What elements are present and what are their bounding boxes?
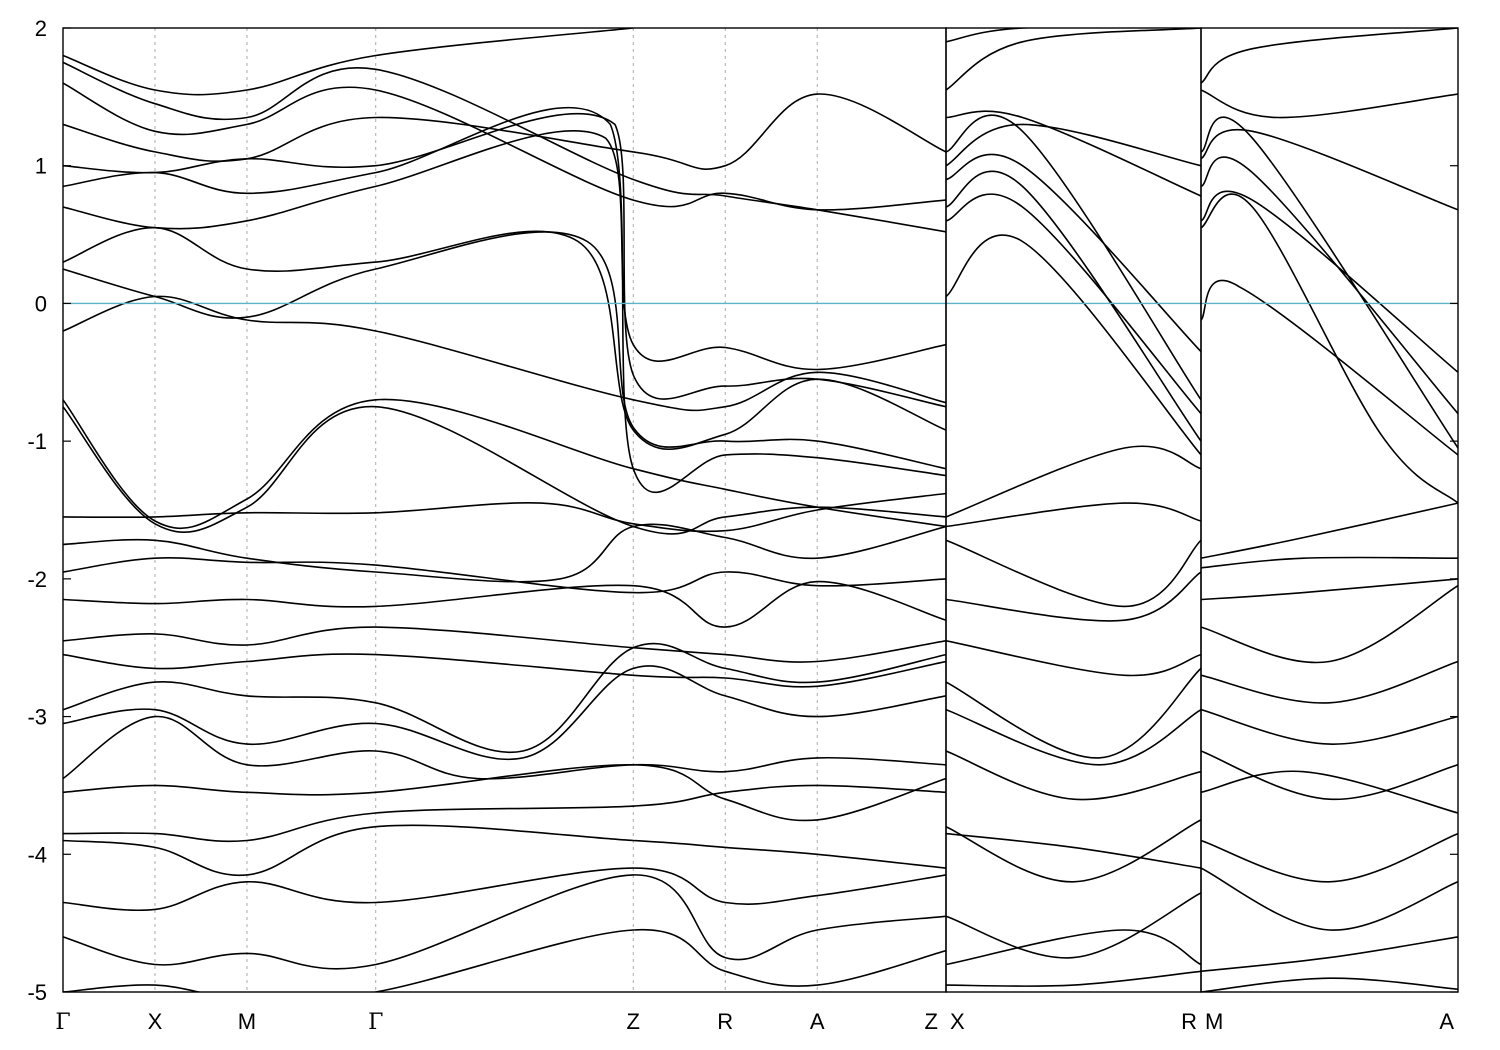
band-line xyxy=(63,106,946,494)
kpoint-label: M xyxy=(238,1009,256,1034)
band-line xyxy=(1201,770,1458,814)
band-line xyxy=(63,231,946,470)
band-line xyxy=(946,234,1201,456)
band-line xyxy=(63,398,946,530)
bands-layer xyxy=(63,28,1458,992)
band-line xyxy=(946,892,1201,959)
band-line xyxy=(1201,190,1458,373)
band-line xyxy=(63,642,946,754)
band-line xyxy=(63,626,946,663)
frames-layer xyxy=(62,27,1459,993)
band-line xyxy=(946,170,1201,442)
panel-3-frame xyxy=(1200,27,1459,993)
band-line xyxy=(946,28,1201,43)
band-line xyxy=(1201,116,1458,449)
band-line xyxy=(63,824,946,877)
band-line xyxy=(1201,708,1458,745)
y-tick-label: -5 xyxy=(27,980,47,1005)
band-line xyxy=(1201,585,1458,664)
kpoint-label: Γ xyxy=(368,1010,383,1035)
band-line xyxy=(63,867,946,912)
band-line xyxy=(946,819,1201,883)
kpoint-label: A xyxy=(810,1009,825,1034)
band-line xyxy=(63,82,946,211)
band-line xyxy=(946,110,1201,197)
kpoint-label: Z xyxy=(925,1009,938,1034)
band-line xyxy=(1201,936,1458,973)
band-line xyxy=(946,571,1201,622)
band-line xyxy=(946,708,1201,766)
band-line xyxy=(1201,556,1458,569)
band-line xyxy=(63,557,946,594)
band-line xyxy=(63,665,946,761)
band-line xyxy=(946,502,1201,528)
band-line xyxy=(1201,156,1458,415)
band-line xyxy=(63,929,946,992)
band-line xyxy=(63,492,946,533)
band-line xyxy=(63,874,946,970)
band-line xyxy=(1201,750,1458,801)
band-line xyxy=(63,226,946,450)
band-line xyxy=(946,153,1201,353)
band-line xyxy=(946,970,1201,988)
kpoint-label: A xyxy=(1439,1009,1454,1034)
kpoint-label: X xyxy=(148,1009,163,1034)
band-line xyxy=(63,523,946,583)
y-tick-label: -2 xyxy=(27,567,47,592)
y-tick-label: 0 xyxy=(35,291,47,316)
band-line xyxy=(946,123,1201,167)
band-line xyxy=(63,93,946,170)
kpoint-label: Γ xyxy=(55,1010,70,1035)
band-line xyxy=(63,784,946,843)
kpoint-label: M xyxy=(1205,1009,1223,1034)
band-line xyxy=(63,295,946,412)
band-line xyxy=(63,653,946,688)
y-tick-label: -1 xyxy=(27,429,47,454)
band-line xyxy=(946,640,1201,677)
band-line xyxy=(63,61,946,233)
panel-2-bands xyxy=(946,28,1201,988)
band-line xyxy=(1201,502,1458,559)
band-line xyxy=(63,715,946,780)
band-line xyxy=(1201,193,1458,504)
band-line xyxy=(1201,832,1458,883)
band-line xyxy=(946,193,1201,415)
panel-3-bands xyxy=(1201,28,1458,992)
band-line xyxy=(63,405,946,535)
band-line xyxy=(63,763,946,822)
band-line xyxy=(63,580,946,628)
band-line xyxy=(1201,128,1458,211)
band-line xyxy=(63,28,634,96)
band-line xyxy=(946,539,1201,608)
kpoint-label: Z xyxy=(627,1009,640,1034)
band-line xyxy=(1201,28,1458,84)
band-line xyxy=(1201,977,1458,992)
band-line xyxy=(1201,660,1458,704)
band-line xyxy=(1201,578,1458,601)
y-tick-label: 2 xyxy=(35,16,47,41)
band-line xyxy=(1201,867,1458,931)
band-line xyxy=(946,445,1201,518)
y-tick-label: -4 xyxy=(27,842,47,867)
y-tick-label: 1 xyxy=(35,154,47,179)
band-line xyxy=(1201,279,1458,456)
panel-1-bands xyxy=(63,28,946,992)
band-line xyxy=(946,750,1201,801)
band-line xyxy=(63,129,946,371)
band-line xyxy=(946,28,1201,91)
band-line xyxy=(63,112,946,408)
band-line xyxy=(946,929,1201,966)
kpoint-label: R xyxy=(1181,1009,1197,1034)
band-line xyxy=(1201,89,1458,119)
band-line xyxy=(946,114,1201,401)
kpoint-label: X xyxy=(950,1009,965,1034)
kpoint-label: R xyxy=(717,1009,733,1034)
band-line xyxy=(946,832,1201,869)
y-tick-label: -3 xyxy=(27,705,47,730)
band-line xyxy=(946,667,1201,759)
